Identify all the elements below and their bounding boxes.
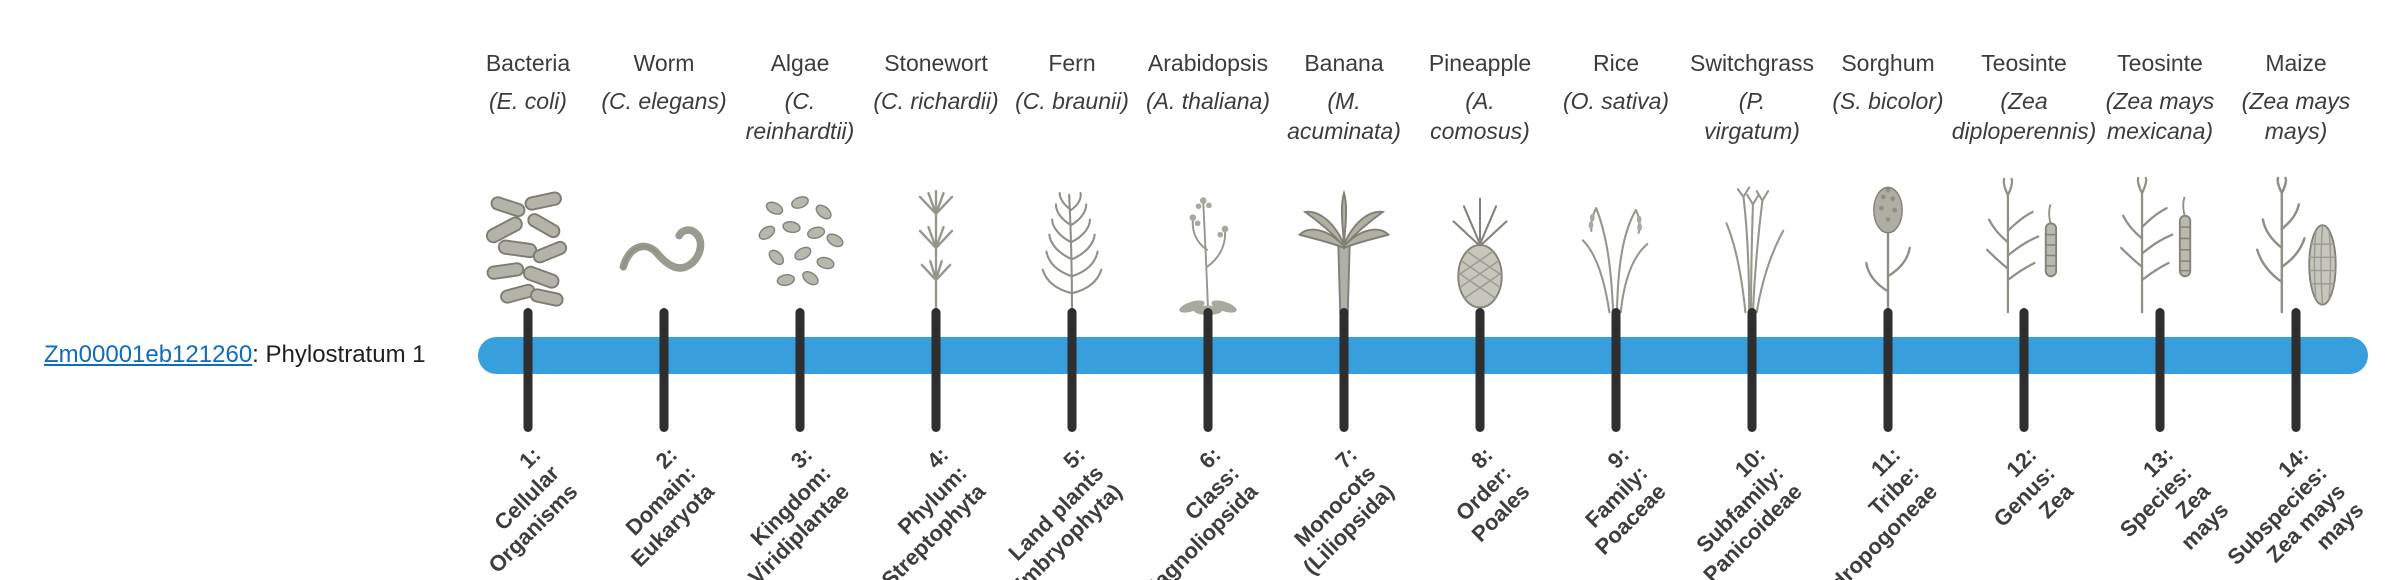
organism-name: Teosinte bbox=[2117, 50, 2203, 76]
organism-column-stonewort: Stonewort (C. richardii) 4: Phylum: Stre… bbox=[868, 0, 1004, 580]
organism-name: Fern bbox=[1048, 50, 1096, 76]
organism-name: Worm bbox=[633, 50, 695, 76]
maize-icon bbox=[2241, 168, 2351, 316]
tick-mark bbox=[523, 308, 533, 432]
tick-mark bbox=[1611, 308, 1621, 432]
organism-column-maize: Maize (Zea mays mays) bbox=[2223, 0, 2369, 580]
organism-sci-name: (E. coli) bbox=[489, 88, 567, 114]
organism-column-switchgrass: Switchgrass (P. virgatum) 10: Subfamily:… bbox=[1684, 0, 1820, 580]
tick-mark bbox=[931, 308, 941, 432]
organism-column-worm: Worm (C. elegans) 2: Domain: Eukaryota bbox=[596, 0, 732, 580]
tick-mark bbox=[1339, 308, 1349, 432]
organism-name: Algae bbox=[770, 50, 830, 76]
sorghum-icon bbox=[1833, 168, 1943, 316]
timeline-bar bbox=[478, 337, 2368, 374]
teosinte-icon bbox=[2105, 168, 2215, 316]
arabidopsis-icon bbox=[1153, 168, 1263, 316]
organism-sci-name: (C. elegans) bbox=[601, 88, 727, 114]
organism-name: Sorghum bbox=[1841, 50, 1935, 76]
stratum-label: 1: Cellular Organisms bbox=[483, 442, 583, 578]
fern-icon bbox=[1017, 168, 1127, 316]
organism-name: Bacteria bbox=[485, 50, 571, 76]
tick-mark bbox=[1475, 308, 1485, 432]
bacteria-icon bbox=[473, 168, 583, 316]
tick-mark bbox=[1203, 308, 1213, 432]
organism-name: Switchgrass bbox=[1690, 50, 1814, 76]
stratum-label: 12: Genus: Zea bbox=[1988, 442, 2079, 532]
gene-stratum-text: : Phylostratum 1 bbox=[252, 341, 426, 368]
organism-column-arabidopsis: Arabidopsis (A. thaliana) bbox=[1136, 0, 1276, 580]
tick-mark bbox=[1747, 308, 1757, 432]
organism-column-bacteria: Bacteria (E. coli) bbox=[460, 0, 596, 580]
organism-column-rice: Rice (O. sativa) bbox=[1548, 0, 1684, 580]
rice-plant-icon bbox=[1561, 168, 1671, 316]
pineapple-icon bbox=[1425, 168, 1535, 316]
organism-sci-name: (Zea diploperennis) bbox=[1951, 88, 2097, 144]
organism-sci-name: (C. reinhardtii) bbox=[745, 88, 855, 144]
organism-column-banana: Banana (M. acuminata) 7: Monocots (Lilio… bbox=[1276, 0, 1412, 580]
organism-sci-name: (C. richardii) bbox=[873, 88, 999, 114]
organism-column-algae: Algae (C. reinhardtii) bbox=[732, 0, 868, 580]
switchgrass-icon bbox=[1697, 168, 1807, 316]
organism-name: Stonewort bbox=[884, 50, 988, 76]
stratum-label: 7: Monocots (Liliopsida) bbox=[1288, 442, 1399, 580]
organism-sci-name: (S. bicolor) bbox=[1832, 88, 1944, 114]
tick-mark bbox=[1883, 308, 1893, 432]
organism-column-pineapple: Pineapple (A. comosus) 8: Order: Poales bbox=[1412, 0, 1548, 580]
organism-sci-name: (A. thaliana) bbox=[1145, 88, 1270, 114]
algae-icon bbox=[745, 168, 855, 316]
organism-name: Banana bbox=[1304, 50, 1384, 76]
organism-name: Rice bbox=[1592, 50, 1639, 76]
tick-mark bbox=[2019, 308, 2029, 432]
stratum-label: 9: Family: Poaceae bbox=[1579, 442, 1671, 560]
tick-mark bbox=[795, 308, 805, 432]
organism-sci-name: (C. braunii) bbox=[1015, 88, 1129, 114]
stratum-label: 13: Species: Zea mays bbox=[2114, 442, 2233, 555]
organism-name: Maize bbox=[2265, 50, 2327, 76]
timeline-columns: Bacteria (E. coli) bbox=[460, 0, 2369, 580]
organism-column-teosinte-mexicana: Teosinte (Zea mays mexicana) bbox=[2092, 0, 2233, 580]
organism-name: Pineapple bbox=[1428, 50, 1532, 76]
stratum-label: 14: Subspecies: Zea mays mays bbox=[2222, 442, 2369, 570]
organism-sci-name: (Zea mays mexicana) bbox=[2105, 88, 2215, 144]
organism-column-teosinte-diploperennis: Teosinte (Zea diploperennis) bbox=[1952, 0, 2096, 580]
teosinte-icon bbox=[1969, 168, 2079, 316]
tick-mark bbox=[659, 308, 669, 432]
stratum-label: 2: Domain: Eukaryota bbox=[620, 442, 719, 572]
organism-name: Teosinte bbox=[1981, 50, 2067, 76]
organism-column-sorghum: Sorghum (S. bicolor) 11: Trib bbox=[1806, 0, 1956, 580]
organism-sci-name: (P. virgatum) bbox=[1704, 88, 1800, 144]
tick-mark bbox=[2291, 308, 2301, 432]
banana-tree-icon bbox=[1289, 168, 1399, 316]
stonewort-icon bbox=[881, 168, 991, 316]
gene-label: Zm00001eb121260: Phylostratum 1 bbox=[44, 341, 426, 369]
organism-column-fern: Fern (C. braunii) 5: Land plants (Em bbox=[999, 0, 1140, 580]
tick-mark bbox=[2155, 308, 2165, 432]
organism-sci-name: (M. acuminata) bbox=[1287, 88, 1401, 144]
organism-name: Arabidopsis bbox=[1147, 50, 1269, 76]
tick-mark bbox=[1067, 308, 1077, 432]
organism-sci-name: (Zea mays mays) bbox=[2241, 88, 2351, 144]
stratum-label: 8: Order: Poales bbox=[1450, 442, 1535, 547]
organism-sci-name: (O. sativa) bbox=[1562, 88, 1670, 114]
gene-link[interactable]: Zm00001eb121260 bbox=[44, 341, 253, 368]
organism-sci-name: (A. comosus) bbox=[1430, 88, 1530, 144]
worm-icon bbox=[609, 168, 719, 316]
